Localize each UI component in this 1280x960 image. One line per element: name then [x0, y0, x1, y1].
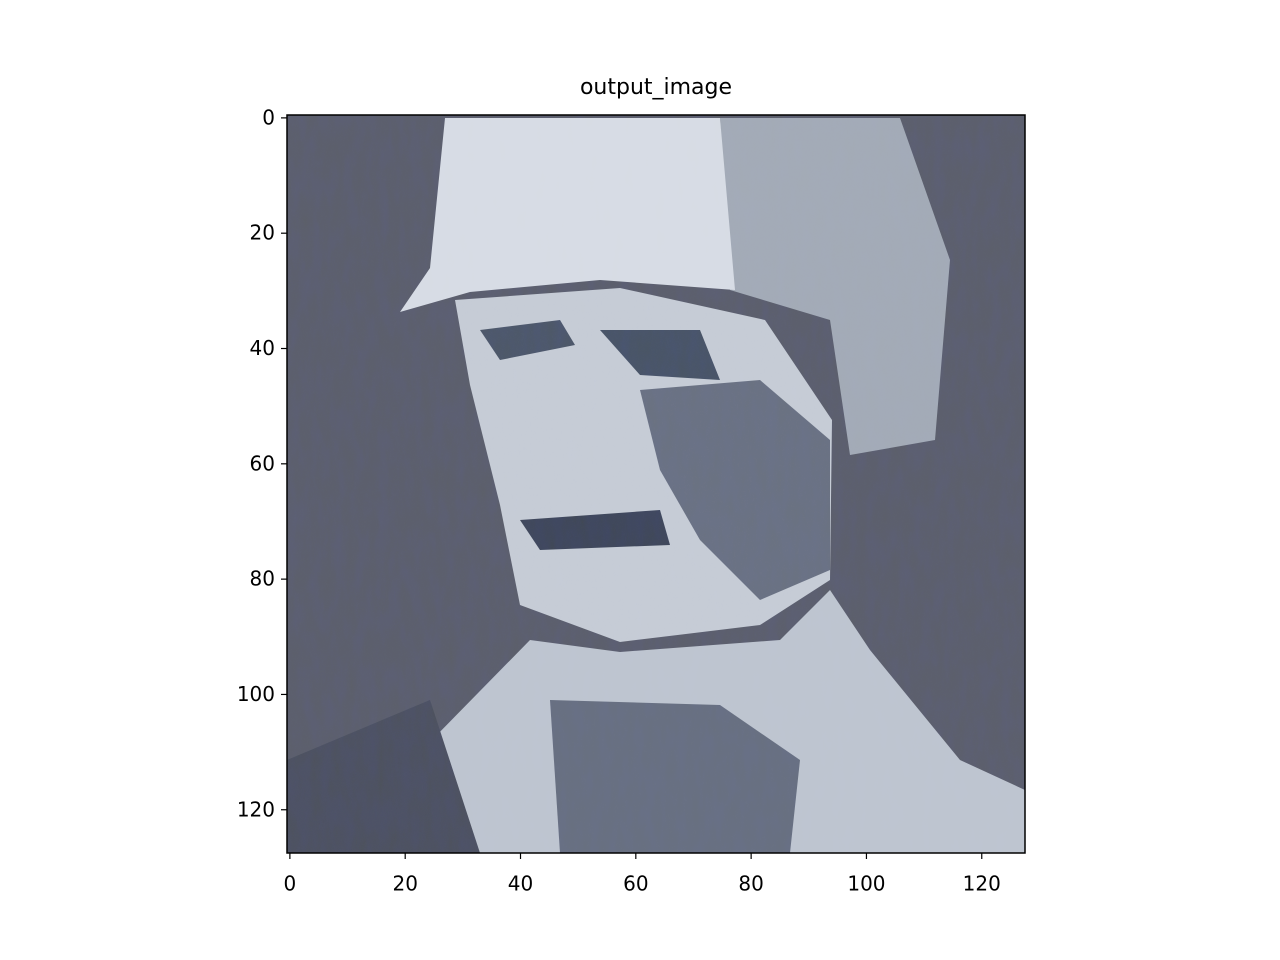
y-tick-label: 80 [250, 567, 275, 591]
axes-frame [286, 114, 1026, 854]
y-tick-label: 60 [250, 451, 275, 475]
image [287, 115, 1025, 853]
x-tick-label: 80 [738, 872, 763, 896]
x-tick-label: 20 [392, 872, 417, 896]
chart-title: output_image [580, 75, 732, 100]
y-tick-label: 40 [250, 336, 275, 360]
y-tick-label: 0 [262, 105, 275, 129]
x-tick-label: 40 [508, 872, 533, 896]
x-tick-label: 60 [623, 872, 648, 896]
x-tick-label: 120 [963, 872, 1001, 896]
x-tick-label: 0 [284, 872, 297, 896]
x-tick-label: 100 [847, 872, 885, 896]
y-tick-label: 20 [250, 221, 275, 245]
y-tick-label: 120 [237, 797, 275, 821]
y-tick-label: 100 [237, 682, 275, 706]
